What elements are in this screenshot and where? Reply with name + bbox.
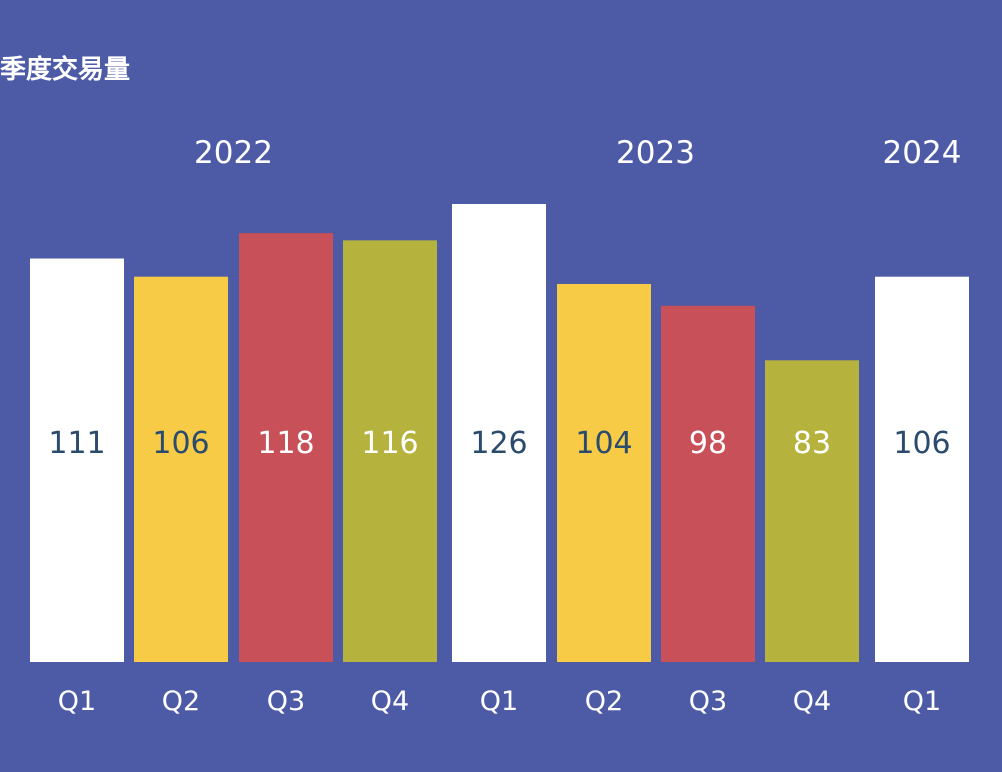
data-label: 118 [257,426,314,461]
bar [239,233,333,663]
x-tick-label: Q1 [903,686,941,717]
data-label: 98 [689,426,727,461]
x-tick-label: Q2 [162,686,200,717]
x-tick-label: Q3 [267,686,305,717]
year-group-label: 2023 [616,135,695,171]
bar [30,258,124,662]
data-label: 104 [575,426,632,461]
bar [557,283,651,662]
data-label: 126 [470,426,527,461]
data-label: 111 [48,426,105,461]
bar [343,240,437,662]
data-label: 83 [793,426,831,461]
x-tick-label: Q2 [585,686,623,717]
chart-title: 季度交易量 [0,55,131,85]
x-tick-label: Q1 [58,686,96,717]
x-tick-label: Q1 [480,686,518,717]
bar [661,305,755,662]
data-label: 106 [152,426,209,461]
year-group-label: 2022 [194,135,273,171]
data-label: 106 [893,426,950,461]
bar [134,276,228,662]
bar [875,276,969,662]
data-label: 116 [361,426,418,461]
bar [765,360,859,662]
x-tick-label: Q4 [371,686,409,717]
x-tick-label: Q4 [793,686,831,717]
x-tick-label: Q3 [689,686,727,717]
bar [452,204,546,662]
year-group-label: 2024 [883,135,962,171]
